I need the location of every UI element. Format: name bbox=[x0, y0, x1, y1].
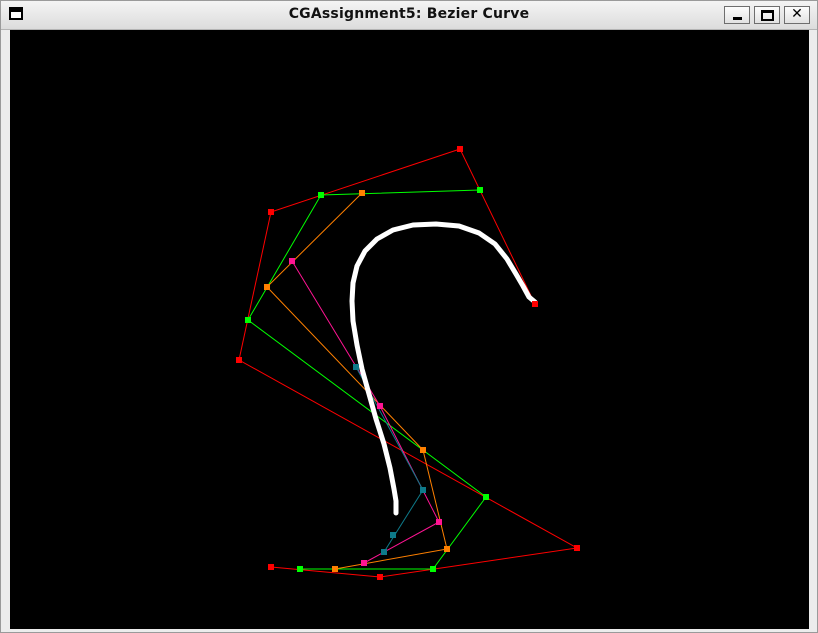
level-4-point bbox=[353, 364, 359, 370]
minimize-icon bbox=[733, 17, 742, 20]
level-3-point bbox=[289, 258, 295, 264]
subdivision-level-4 bbox=[355, 366, 424, 553]
construction-points bbox=[236, 146, 580, 580]
level-5-point bbox=[390, 532, 396, 538]
drawing-canvas[interactable] bbox=[10, 30, 809, 629]
maximize-icon bbox=[761, 10, 774, 21]
window-title: CGAssignment5: Bezier Curve bbox=[288, 6, 530, 22]
subdivision-level-1 bbox=[247, 189, 487, 570]
close-button[interactable]: ✕ bbox=[784, 6, 810, 24]
control-point[interactable] bbox=[532, 301, 538, 307]
level-1-point bbox=[430, 566, 436, 572]
control-point[interactable] bbox=[377, 574, 383, 580]
construction-lines bbox=[238, 148, 579, 578]
minimize-button[interactable] bbox=[724, 6, 750, 24]
control-point[interactable] bbox=[574, 545, 580, 551]
level-2-point bbox=[444, 546, 450, 552]
level-1-point bbox=[245, 317, 251, 323]
level-1-point bbox=[477, 187, 483, 193]
subdivision-level-2 bbox=[266, 192, 448, 570]
control-point[interactable] bbox=[268, 564, 274, 570]
control-point[interactable] bbox=[268, 209, 274, 215]
level-1-point bbox=[297, 566, 303, 572]
level-3-point bbox=[361, 560, 367, 566]
bezier-curve bbox=[349, 221, 538, 516]
level-2-point bbox=[264, 284, 270, 290]
level-1-point bbox=[483, 494, 489, 500]
control-point[interactable] bbox=[457, 146, 463, 152]
level-3-point bbox=[436, 519, 442, 525]
control-polygon bbox=[238, 148, 579, 578]
close-icon: ✕ bbox=[791, 6, 803, 22]
bezier-curve-path bbox=[349, 221, 538, 516]
level-4-point bbox=[420, 487, 426, 493]
title-bar[interactable]: CGAssignment5: Bezier Curve ✕ bbox=[1, 1, 817, 30]
window-menu-icon[interactable] bbox=[9, 7, 23, 20]
level-2-point bbox=[420, 447, 426, 453]
subdivision-level-3 bbox=[291, 260, 440, 564]
bezier-drawing bbox=[236, 146, 580, 580]
level-1-point bbox=[318, 192, 324, 198]
control-point[interactable] bbox=[236, 357, 242, 363]
level-4-point bbox=[381, 549, 387, 555]
maximize-button[interactable] bbox=[754, 6, 780, 24]
level-2-point bbox=[359, 190, 365, 196]
level-2-point bbox=[332, 566, 338, 572]
level-3-point bbox=[377, 403, 383, 409]
